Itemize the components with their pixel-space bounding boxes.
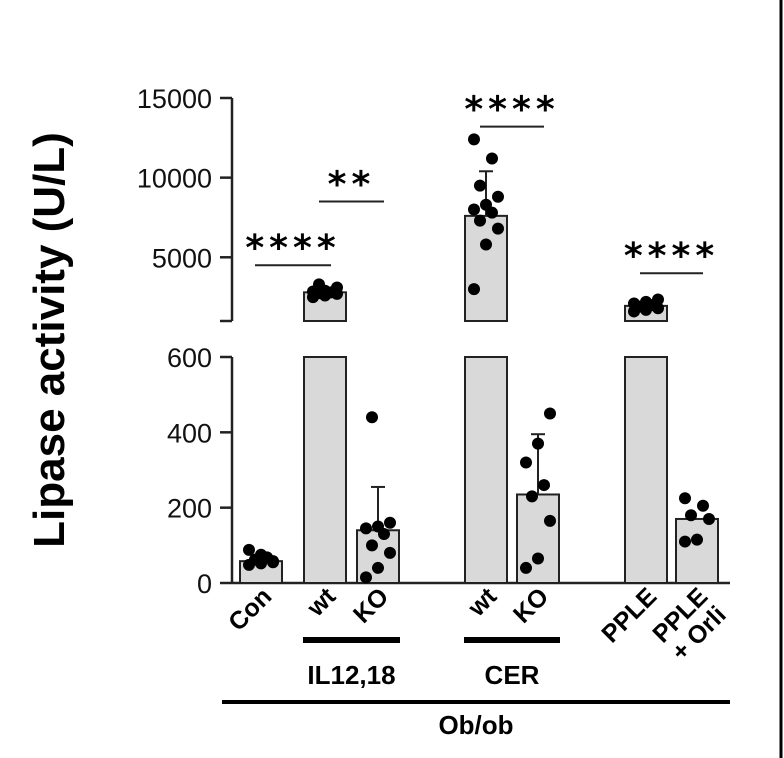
point-6-3 bbox=[685, 509, 697, 522]
point-3-8 bbox=[474, 179, 486, 192]
category-label-2: KO bbox=[348, 582, 394, 628]
point-3-0 bbox=[468, 283, 480, 296]
category-label-line: PPLE bbox=[596, 582, 662, 648]
significance-label-1: ** bbox=[328, 164, 376, 205]
point-4-4 bbox=[538, 479, 550, 492]
data-points bbox=[243, 133, 715, 584]
point-4-7 bbox=[544, 407, 556, 420]
y-tick-label: 10000 bbox=[137, 164, 212, 194]
point-3-7 bbox=[492, 190, 504, 203]
category-label-1: wt bbox=[301, 582, 342, 623]
point-2-0 bbox=[360, 571, 372, 584]
group-label-0: IL12,18 bbox=[307, 660, 395, 690]
point-2-1 bbox=[372, 561, 384, 574]
category-label-4: KO bbox=[508, 582, 554, 628]
point-6-0 bbox=[679, 535, 691, 548]
point-6-5 bbox=[679, 492, 691, 505]
y-tick-label: 5000 bbox=[152, 243, 212, 273]
point-4-5 bbox=[520, 456, 532, 469]
point-6-2 bbox=[703, 512, 715, 525]
point-3-1 bbox=[480, 238, 492, 251]
point-4-6 bbox=[532, 437, 544, 450]
point-3-2 bbox=[492, 222, 504, 235]
point-3-3 bbox=[474, 214, 486, 227]
category-label-line: Con bbox=[223, 582, 277, 636]
point-0-7 bbox=[267, 556, 279, 569]
group-label-1: CER bbox=[485, 660, 540, 690]
axes: 0 200 400 600 5000 10000 15000 Lipase activity … bbox=[25, 84, 730, 599]
point-3-10 bbox=[468, 133, 480, 146]
group-label-2: Ob/ob bbox=[438, 710, 513, 740]
category-label-line: KO bbox=[508, 582, 554, 628]
point-4-2 bbox=[544, 514, 556, 527]
point-4-3 bbox=[526, 490, 538, 503]
point-5-6 bbox=[640, 295, 652, 308]
category-label-3: wt bbox=[462, 582, 503, 623]
y-tick-label: 400 bbox=[167, 418, 212, 448]
point-5-5 bbox=[628, 297, 640, 310]
bar-lower-1 bbox=[303, 356, 347, 584]
point-0-5 bbox=[243, 543, 255, 556]
point-2-6 bbox=[372, 520, 384, 533]
point-6-4 bbox=[697, 499, 709, 512]
point-4-0 bbox=[520, 561, 532, 574]
point-1-7 bbox=[331, 281, 343, 294]
category-label-line: wt bbox=[301, 582, 342, 623]
category-label-line: KO bbox=[348, 582, 394, 628]
y-tick-label: 600 bbox=[167, 343, 212, 373]
point-1-8 bbox=[313, 278, 325, 291]
point-6-1 bbox=[691, 533, 703, 546]
y-tick-label: 200 bbox=[167, 494, 212, 524]
category-label-6: PPLE+ Orli bbox=[647, 582, 731, 666]
significance-label-3: **** bbox=[624, 236, 719, 277]
bar-lower-3 bbox=[464, 356, 508, 584]
point-2-3 bbox=[366, 539, 378, 552]
category-label-line: wt bbox=[462, 582, 503, 623]
point-2-8 bbox=[366, 411, 378, 424]
y-axis-title: Lipase activity (U/L) bbox=[25, 132, 74, 548]
point-5-7 bbox=[652, 293, 664, 306]
y-tick-label: 0 bbox=[197, 569, 212, 599]
point-2-5 bbox=[360, 522, 372, 535]
bar-lower-5 bbox=[624, 356, 668, 584]
bar-6 bbox=[675, 517, 719, 585]
point-3-6 bbox=[480, 198, 492, 211]
y-tick-label: 15000 bbox=[137, 84, 212, 114]
category-label-0: Con bbox=[223, 582, 277, 636]
point-2-7 bbox=[384, 516, 396, 529]
significance-label-0: **** bbox=[245, 228, 340, 269]
category-label-5: PPLE bbox=[596, 582, 662, 648]
point-2-2 bbox=[384, 546, 396, 559]
point-3-9 bbox=[486, 152, 498, 165]
point-0-6 bbox=[255, 548, 267, 561]
point-3-5 bbox=[468, 203, 480, 216]
significance-label-2: **** bbox=[464, 90, 559, 131]
point-4-1 bbox=[532, 552, 544, 565]
